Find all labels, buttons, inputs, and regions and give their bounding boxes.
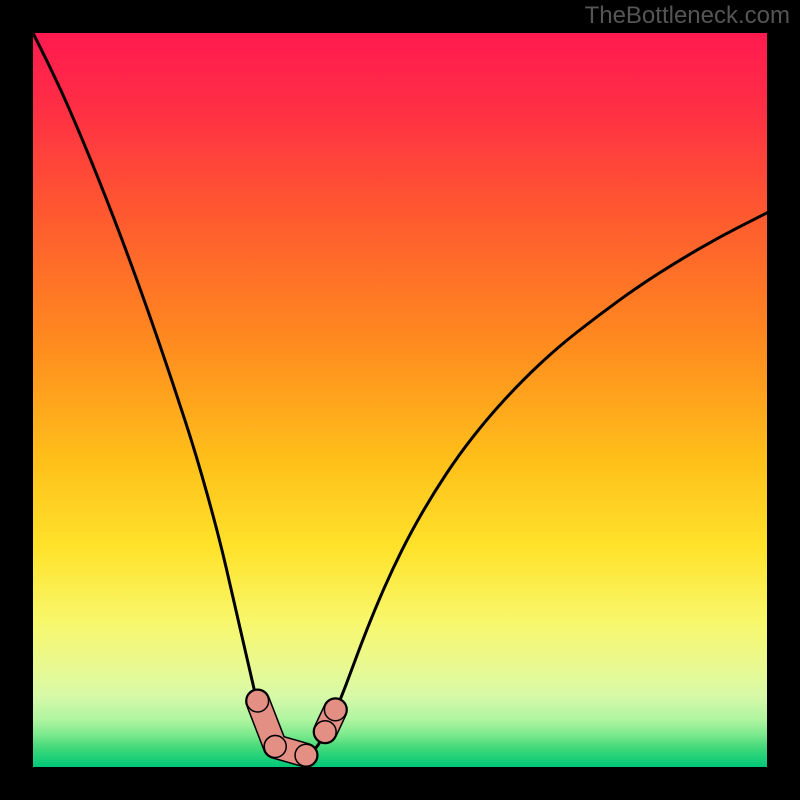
pair-left-endpoint-0 xyxy=(247,690,269,712)
pair-bottom-endpoint-0 xyxy=(264,735,286,757)
pair-right-endpoint-0 xyxy=(314,721,336,743)
pair-right-endpoint-1 xyxy=(324,699,346,721)
figure-root: TheBottleneck.com xyxy=(0,0,800,800)
pair-bottom-endpoint-1 xyxy=(295,744,317,766)
markers-layer xyxy=(33,33,767,767)
attribution-label: TheBottleneck.com xyxy=(585,2,790,30)
plot-area xyxy=(33,33,767,767)
